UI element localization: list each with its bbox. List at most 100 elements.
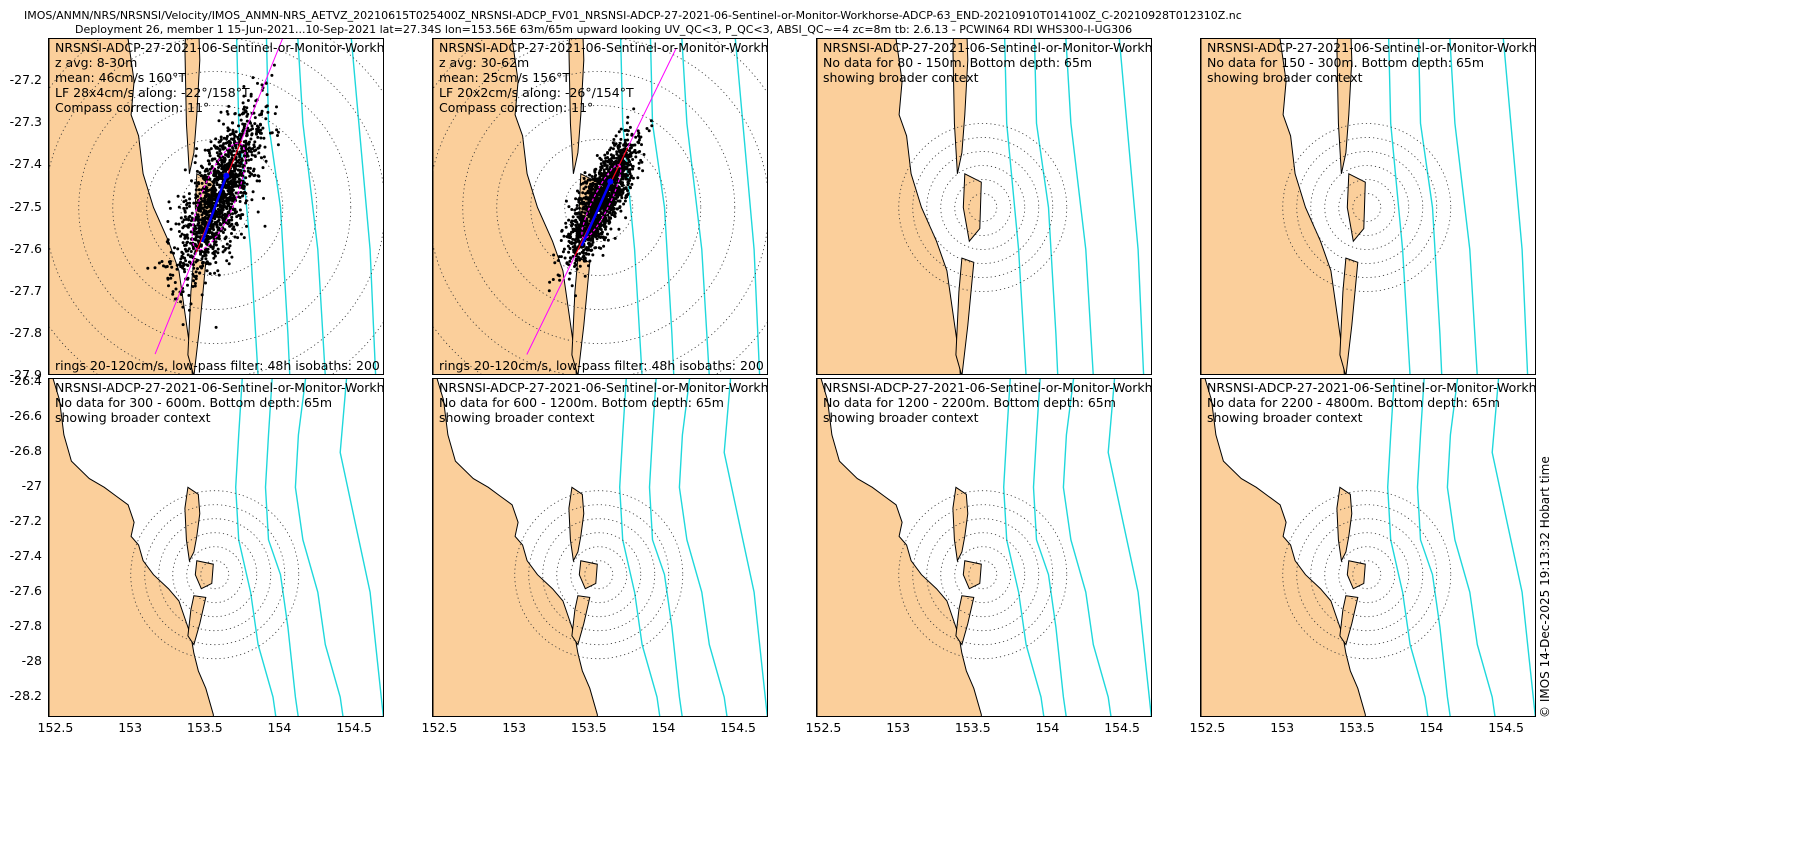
- scatter-point: [169, 250, 173, 254]
- scatter-point: [253, 122, 257, 126]
- scatter-point: [588, 173, 591, 177]
- scatter-point: [214, 171, 218, 175]
- scatter-point: [574, 218, 578, 222]
- scatter-point: [208, 154, 212, 158]
- scatter-point: [571, 215, 575, 219]
- scatter-point: [243, 190, 247, 194]
- scatter-point: [193, 284, 197, 288]
- scatter-point: [634, 135, 638, 139]
- scatter-point: [623, 165, 627, 169]
- lf-variance-ellipse: [581, 164, 622, 240]
- scatter-point: [168, 273, 172, 277]
- scatter-point: [614, 134, 618, 138]
- south-stradbroke-island: [571, 595, 591, 646]
- panel-info-line: showing broader context: [1207, 70, 1363, 85]
- scatter-point: [234, 130, 238, 134]
- scatter-point: [247, 129, 251, 133]
- scatter-point: [611, 147, 615, 151]
- scatter-point: [229, 141, 232, 145]
- x-tick-label: 152.5: [805, 720, 842, 735]
- scatter-point: [237, 124, 240, 128]
- scatter-point: [194, 227, 198, 230]
- scatter-point: [238, 200, 242, 203]
- scatter-point: [219, 171, 223, 175]
- scatter-point: [634, 155, 638, 159]
- scatter-point: [588, 178, 592, 182]
- scatter-point: [226, 163, 230, 167]
- scatter-point: [624, 196, 628, 200]
- scatter-point: [548, 280, 552, 284]
- scatter-point: [165, 265, 169, 268]
- panel-annotation: NRSNSI-ADCP-27-2021-06-Sentinel-or-Monit…: [1207, 380, 1536, 425]
- scatter-point: [610, 191, 614, 195]
- scatter-point: [604, 227, 607, 231]
- scatter-point: [567, 239, 571, 243]
- mainland-land: [433, 39, 577, 374]
- scatter-point: [611, 164, 615, 168]
- scatter-point: [247, 158, 251, 162]
- scatter-point: [581, 207, 585, 210]
- scatter-point: [220, 158, 224, 162]
- scatter-point: [591, 202, 595, 206]
- scatter-point: [576, 228, 579, 232]
- south-stradbroke-island: [1339, 257, 1359, 374]
- scatter-point: [183, 209, 187, 213]
- scatter-point: [629, 154, 633, 158]
- scatter-point: [272, 63, 276, 67]
- scatter-point: [200, 293, 204, 297]
- scatter-point: [269, 131, 272, 135]
- isobath-line-1: [1386, 379, 1429, 716]
- scatter-point: [208, 151, 211, 155]
- scatter-point: [224, 236, 228, 240]
- scatter-point: [194, 235, 198, 239]
- speed-ring-6: [1282, 123, 1452, 292]
- scatter-point: [606, 151, 609, 155]
- isobath-line-1: [234, 379, 277, 716]
- scatter-point: [637, 141, 641, 145]
- scatter-point: [212, 252, 216, 256]
- panel-info-line: showing broader context: [823, 70, 979, 85]
- isobath-line-4: [1502, 39, 1529, 374]
- scatter-point: [218, 140, 222, 143]
- scatter-point: [160, 260, 164, 263]
- speed-ring-3: [172, 532, 258, 618]
- scatter-point: [593, 179, 597, 183]
- scatter-point: [623, 138, 627, 142]
- x-tick-label: 153.5: [570, 720, 607, 735]
- panel-title: NRSNSI-ADCP-27-2021-06-Sentinel-or-Monit…: [1207, 380, 1536, 395]
- scatter-point: [232, 228, 236, 232]
- scatter-point: [608, 216, 612, 220]
- scatter-point: [595, 154, 599, 157]
- scatter-point: [172, 251, 175, 255]
- scatter-point: [186, 253, 190, 257]
- scatter-point: [212, 215, 216, 219]
- scatter-point: [223, 156, 227, 160]
- scatter-point: [226, 152, 230, 156]
- scatter-point: [228, 205, 232, 209]
- scatter-point: [265, 104, 269, 108]
- scatter-point: [227, 185, 231, 189]
- scatter-point: [183, 215, 187, 219]
- scatter-point: [266, 110, 270, 114]
- scatter-point: [182, 206, 186, 210]
- scatter-point: [275, 105, 278, 109]
- scatter-point: [588, 237, 592, 241]
- scatter-point: [198, 171, 202, 175]
- scatter-point: [234, 167, 237, 171]
- y-tick-label: -27.3: [9, 114, 42, 130]
- scatter-point: [276, 143, 280, 147]
- scatter-point: [220, 166, 224, 170]
- scatter-point: [208, 162, 212, 166]
- scatter-point: [611, 186, 615, 190]
- scatter-point: [238, 196, 242, 199]
- scatter-point: [624, 172, 628, 176]
- scatter-point: [563, 256, 567, 260]
- speed-ring-1: [968, 193, 998, 222]
- scatter-point: [181, 305, 185, 309]
- scatter-point: [594, 217, 598, 221]
- isobath-line-3: [1065, 39, 1094, 374]
- scatter-point: [211, 246, 215, 250]
- scatter-point: [609, 206, 613, 209]
- scatter-point: [230, 156, 234, 160]
- scatter-point: [574, 263, 578, 267]
